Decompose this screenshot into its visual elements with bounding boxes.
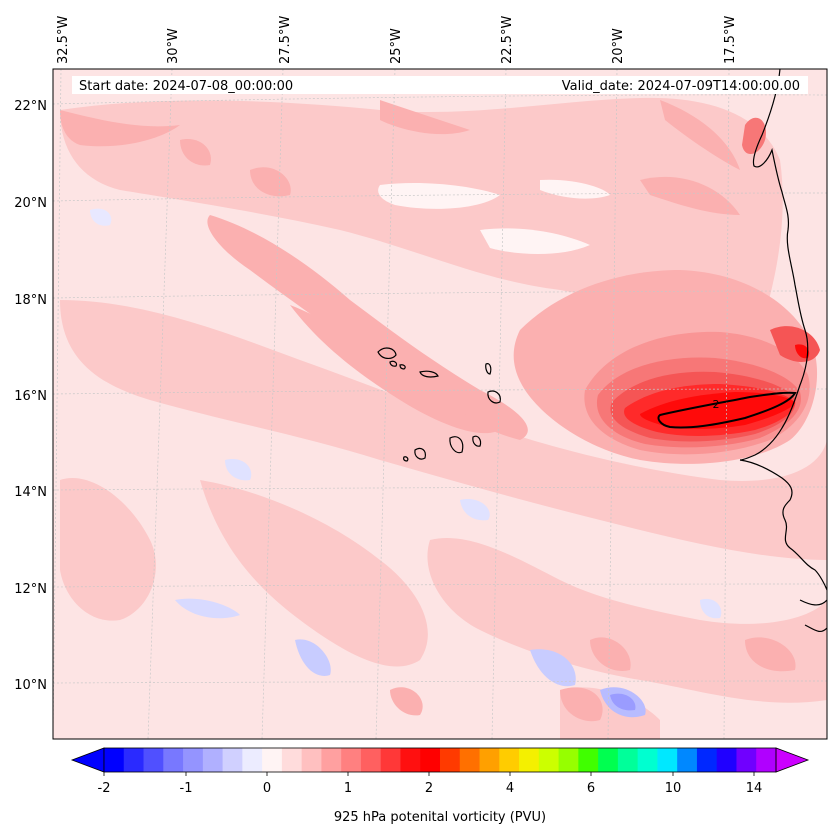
lon-label: 25°W bbox=[389, 28, 404, 64]
colorbar-cell bbox=[242, 748, 263, 772]
colorbar-tick-label: -1 bbox=[180, 781, 193, 796]
colorbar-cell bbox=[281, 748, 303, 772]
lat-label: 22°N bbox=[14, 99, 47, 114]
colorbar-cell bbox=[420, 748, 441, 772]
date-header-box bbox=[72, 76, 808, 94]
colorbar-cell bbox=[262, 748, 283, 772]
contour-label: 2 bbox=[713, 398, 720, 411]
map-panel: 2 bbox=[53, 69, 827, 739]
colorbar-cell bbox=[677, 748, 698, 772]
lon-label: 17.5°W bbox=[723, 16, 738, 64]
colorbar-cell bbox=[400, 748, 421, 772]
colorbar-cell bbox=[578, 748, 599, 772]
islands bbox=[377, 347, 501, 462]
colorbar-cell bbox=[519, 748, 540, 772]
start-date-label: Start date: 2024-07-08_00:00:00 bbox=[79, 79, 293, 94]
colorbar: -2 -1 0 1 2 4 6 10 14 925 hPa potenital … bbox=[70, 747, 810, 825]
colorbar-cell bbox=[558, 748, 579, 772]
colorbar-cell bbox=[617, 748, 639, 772]
colorbar-cell bbox=[756, 748, 777, 772]
colorbar-cell bbox=[123, 748, 145, 772]
colorbar-cell bbox=[380, 748, 402, 772]
lon-label: 20°W bbox=[611, 28, 626, 64]
lat-label: 12°N bbox=[14, 582, 47, 597]
colorbar-cell bbox=[499, 748, 520, 772]
pv-field-pink-streaks bbox=[60, 100, 796, 722]
colorbar-cell bbox=[360, 748, 382, 772]
lat-label: 10°N bbox=[14, 678, 47, 693]
colorbar-tick-label: 2 bbox=[425, 781, 433, 796]
colorbar-tick-label: 4 bbox=[506, 781, 514, 796]
pv-field-light-pink bbox=[60, 97, 827, 739]
colorbar-tick-label: 10 bbox=[665, 781, 682, 796]
colorbar-cell bbox=[637, 748, 659, 772]
colorbar-cell bbox=[716, 748, 738, 772]
colorbar-cell bbox=[202, 748, 224, 772]
graticule bbox=[53, 69, 827, 739]
colorbar-cell bbox=[696, 748, 718, 772]
colorbar-cell bbox=[143, 748, 164, 772]
pv-field-near-zero bbox=[378, 179, 610, 254]
coastline bbox=[739, 69, 827, 633]
colorbar-tick-label: 0 bbox=[263, 781, 271, 796]
colorbar-cell bbox=[598, 748, 619, 772]
colorbar-ticks bbox=[103, 772, 755, 776]
colorbar-tick-label: 14 bbox=[746, 781, 763, 796]
colorbar-over-arrow bbox=[775, 747, 810, 773]
colorbar-cell bbox=[321, 748, 342, 772]
colorbar-cell bbox=[538, 748, 560, 772]
lon-label: 22.5°W bbox=[500, 16, 515, 64]
pv-2-contour: 2 bbox=[657, 391, 797, 429]
colorbar-tick-label: 1 bbox=[344, 781, 352, 796]
colorbar-under-arrow bbox=[70, 747, 105, 773]
map-frame bbox=[52, 68, 828, 740]
colorbar-cell bbox=[163, 748, 184, 772]
colorbar-frame bbox=[103, 747, 777, 773]
colorbar-cells bbox=[104, 748, 777, 772]
colorbar-cell bbox=[736, 748, 757, 772]
pv-field-vortex bbox=[513, 117, 820, 464]
pv-field-negative bbox=[90, 208, 722, 718]
colorbar-tick-label: -2 bbox=[98, 781, 111, 796]
colorbar-cell bbox=[657, 748, 678, 772]
colorbar-cell bbox=[104, 748, 125, 772]
colorbar-cell bbox=[479, 748, 500, 772]
colorbar-cell bbox=[222, 748, 243, 772]
lat-label: 20°N bbox=[14, 196, 47, 211]
colorbar-cell bbox=[341, 748, 362, 772]
lat-label: 18°N bbox=[14, 293, 47, 308]
colorbar-cell bbox=[440, 748, 461, 772]
colorbar-label: 925 hPa potenital vorticity (PVU) bbox=[334, 810, 546, 825]
valid-date-label: Valid_date: 2024-07-09T14:00:00.00 bbox=[562, 79, 800, 94]
longitude-labels: 32.5°W 30°W 27.5°W 25°W 22.5°W 20°W 17.5… bbox=[56, 16, 738, 64]
latitude-labels: 22°N 20°N 18°N 16°N 14°N 12°N 10°N bbox=[14, 99, 47, 693]
lon-label: 32.5°W bbox=[56, 16, 71, 64]
colorbar-cell bbox=[183, 748, 204, 772]
colorbar-tick-label: 6 bbox=[587, 781, 595, 796]
colorbar-cell bbox=[459, 748, 481, 772]
lat-label: 16°N bbox=[14, 389, 47, 404]
date-header: Start date: 2024-07-08_00:00:00 Valid_da… bbox=[72, 76, 808, 94]
colorbar-cell bbox=[301, 748, 323, 772]
lon-label: 30°W bbox=[166, 28, 181, 64]
colorbar-tick-labels: -2 -1 0 1 2 4 6 10 14 bbox=[98, 781, 763, 796]
lon-label: 27.5°W bbox=[278, 16, 293, 64]
lat-label: 14°N bbox=[14, 485, 47, 500]
